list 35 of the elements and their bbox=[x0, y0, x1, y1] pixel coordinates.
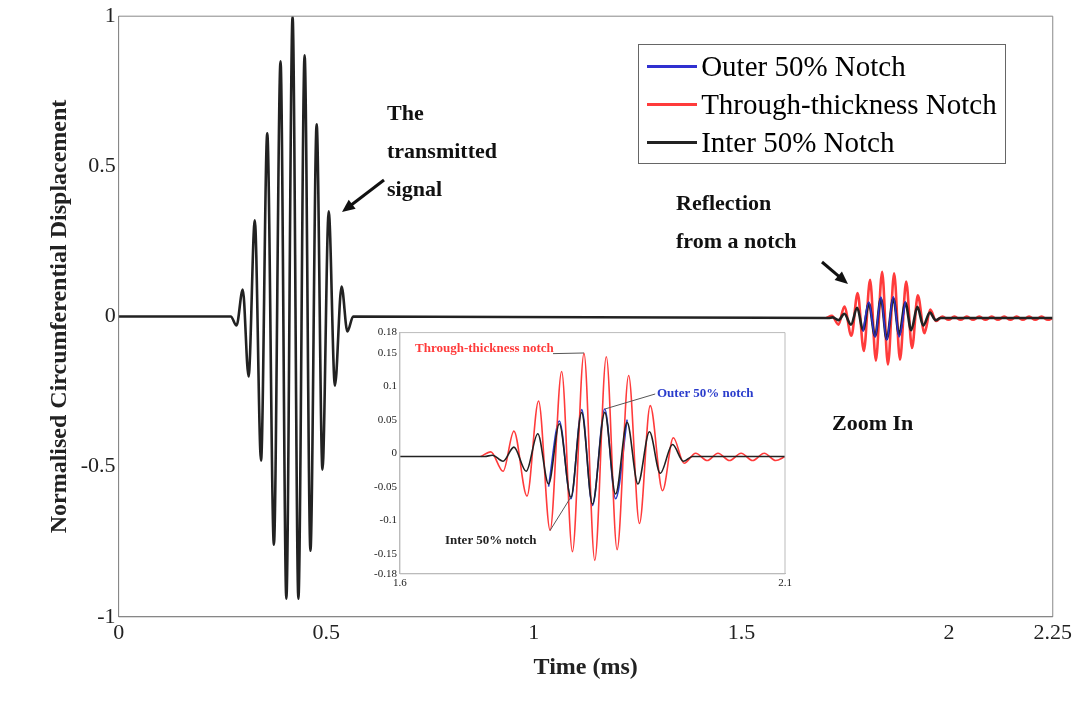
y-tick-label: -0.05 bbox=[373, 479, 398, 492]
y-tick-label: -0.1 bbox=[379, 513, 397, 526]
x-tick-label: 1.5 bbox=[727, 618, 756, 644]
annotation: The transmitted signal bbox=[387, 99, 498, 203]
legend-label: Outer 50% Notch bbox=[701, 49, 906, 85]
line-series bbox=[399, 411, 785, 505]
line-series bbox=[862, 295, 907, 341]
y-tick-label: 0.5 bbox=[88, 152, 116, 178]
y-tick-label: -0.18 bbox=[373, 566, 398, 579]
x-tick-label: 0.5 bbox=[312, 618, 340, 644]
x-tick-label: 2.25 bbox=[1033, 618, 1072, 644]
y-tick-label: 0.18 bbox=[377, 325, 398, 338]
annotation: Outer 50% notch bbox=[657, 384, 755, 401]
annotation: Zoom In bbox=[832, 409, 915, 437]
x-tick-label: 2 bbox=[943, 618, 955, 644]
y-tick-label: 0 bbox=[104, 302, 116, 328]
annotation: Through-thickness notch bbox=[415, 339, 555, 356]
annotation: Inter 50% notch bbox=[445, 531, 538, 548]
legend-label: Inter 50% Notch bbox=[701, 125, 895, 161]
y-tick-label: 0.1 bbox=[383, 379, 397, 392]
y-tick-label: -1 bbox=[97, 602, 116, 628]
y-tick-label: -0.5 bbox=[80, 452, 116, 478]
x-tick-label: 2.1 bbox=[778, 576, 792, 589]
y-tick-label: -0.15 bbox=[373, 546, 398, 559]
annotation: Reflection from a notch bbox=[676, 189, 798, 255]
line-series bbox=[118, 16, 1053, 601]
x-tick-label: 1.6 bbox=[393, 576, 408, 589]
x-axis-title: Time (ms) bbox=[533, 652, 638, 679]
y-tick-label: 0 bbox=[391, 446, 398, 459]
y-tick-label: 0.15 bbox=[377, 345, 398, 358]
y-axis-title: Normalised Circumferential Displacement bbox=[44, 99, 71, 534]
legend-label: Through-thickness Notch bbox=[701, 87, 997, 123]
y-tick-label: 0.05 bbox=[377, 412, 398, 425]
y-tick-label: 1 bbox=[104, 1, 116, 27]
x-tick-label: 1 bbox=[528, 618, 540, 644]
